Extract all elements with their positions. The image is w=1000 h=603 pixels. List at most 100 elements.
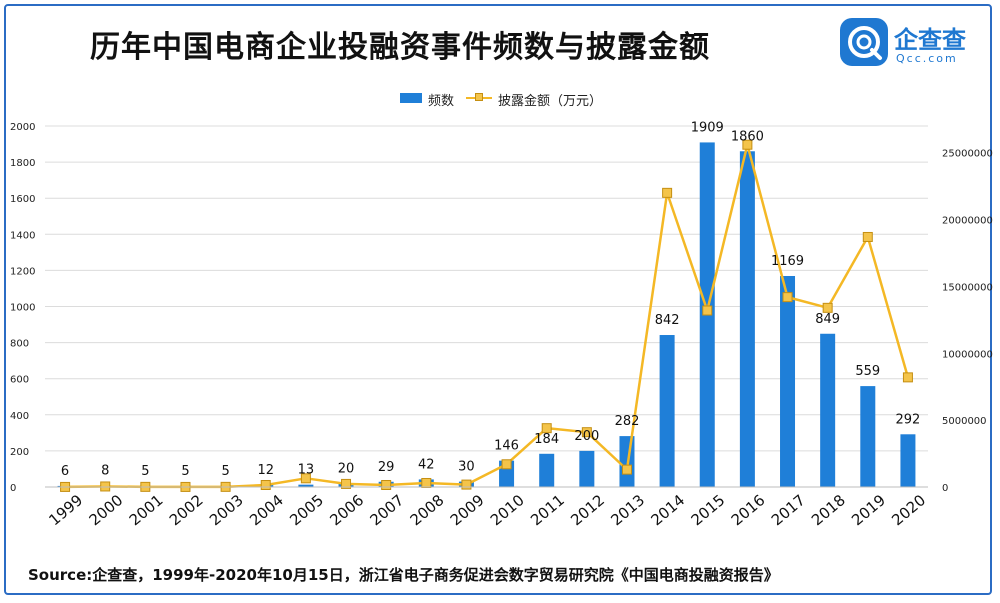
grid-layer (45, 125, 928, 488)
amount-marker (621, 464, 632, 475)
bar-data-label: 5 (141, 464, 149, 479)
x-tick-label: 2020 (888, 491, 929, 529)
bar (298, 484, 314, 487)
amount-marker (341, 478, 352, 489)
x-tick-label: 2008 (407, 491, 448, 529)
y-left-tick-label: 1000 (10, 303, 35, 314)
chart-frame (4, 4, 992, 595)
bar-data-label: 842 (655, 313, 680, 328)
bar-data-label: 1909 (691, 120, 724, 135)
bar-layer (57, 142, 916, 487)
x-tick-label: 2013 (607, 491, 648, 529)
legend-line-label: 披露金额（万元） (498, 94, 603, 109)
x-tick-label: 1999 (45, 491, 86, 529)
x-tick-label: 2019 (848, 491, 889, 529)
bar (659, 335, 675, 487)
amount-marker (461, 479, 472, 490)
bar-data-label: 5 (221, 464, 229, 479)
bar (860, 386, 876, 487)
x-tick-label: 2016 (728, 491, 769, 529)
y-left-tick-label: 1800 (10, 158, 35, 169)
x-tick-label: 2004 (246, 491, 287, 529)
y-left-tick-label: 800 (10, 339, 29, 350)
bar (780, 275, 796, 487)
x-tick-label: 2017 (768, 491, 809, 529)
amount-marker (581, 427, 592, 438)
logo-domain: Qcc.com (896, 52, 958, 65)
brand-logo: 企查查 Qcc.com (838, 16, 988, 72)
y-left-tick-label: 200 (10, 447, 29, 458)
y-left-tick-label: 1200 (10, 266, 35, 277)
bar-data-label: 29 (378, 460, 395, 475)
bar (900, 434, 916, 487)
x-tick-label: 2011 (527, 491, 568, 529)
amount-marker (782, 292, 793, 303)
bar (579, 450, 595, 487)
x-tick-label: 2009 (447, 491, 488, 529)
x-tick-label: 2000 (86, 491, 127, 529)
amount-marker (100, 481, 111, 492)
bar-data-label: 146 (494, 439, 519, 454)
amount-marker (260, 479, 271, 490)
x-tick-label: 2012 (567, 491, 608, 529)
amount-marker (702, 305, 713, 316)
amount-marker (902, 372, 913, 383)
x-tick-label: 2007 (367, 491, 408, 529)
amount-marker (381, 479, 392, 490)
x-tick-label: 2005 (286, 491, 327, 529)
legend-bar-label: 频数 (428, 94, 455, 109)
bar-data-label: 6 (61, 464, 69, 479)
y-left-tick-label: 2000 (10, 122, 35, 133)
amount-marker (862, 231, 873, 242)
amount-marker (421, 477, 432, 488)
bar-data-label: 292 (896, 412, 921, 427)
y-right-tick-label: 25000000 (942, 149, 993, 160)
bar-data-label: 1169 (771, 254, 804, 269)
chart-title: 历年中国电商企业投融资事件频数与披露金额 (90, 30, 710, 65)
y-left-tick-label: 1400 (10, 230, 35, 241)
amount-marker (541, 423, 552, 434)
amount-marker (501, 459, 512, 470)
bar-data-label: 200 (574, 429, 599, 444)
bar-data-label: 13 (298, 463, 315, 478)
bar-data-label: 42 (418, 457, 435, 472)
x-tick-label: 2002 (166, 491, 207, 529)
y-right-tick-label: 20000000 (942, 216, 993, 227)
x-tick-label: 2006 (326, 491, 367, 529)
y-left-tick-label: 400 (10, 411, 29, 422)
qcc-logo-icon (840, 18, 888, 66)
bar-data-label: 559 (855, 364, 880, 379)
x-tick-label: 2003 (206, 491, 247, 529)
label-layer: 6 8 5 5 5 12 13 20 29 42 30 146 184 200 282 842 1909 1860… (61, 120, 920, 479)
bar (539, 453, 555, 487)
y-right-tick-label: 0 (942, 483, 948, 494)
x-tick-label: 2001 (126, 491, 167, 529)
y-left-tick-label: 1600 (10, 194, 35, 205)
x-tick-label: 2015 (688, 491, 729, 529)
bar-data-label: 5 (181, 464, 189, 479)
bar-data-label: 20 (338, 461, 355, 476)
bar-data-label: 8 (101, 464, 109, 479)
amount-marker (300, 473, 311, 484)
y-right-tick-label: 15000000 (942, 282, 993, 293)
y-right-tick-label: 10000000 (942, 349, 993, 360)
x-tick-label: 2018 (808, 491, 849, 529)
source-note: Source:企查查，1999年-2020年10月15日，浙江省电子商务促进会数… (28, 566, 779, 584)
bar-data-label: 184 (534, 432, 559, 447)
bar-data-label: 30 (458, 460, 475, 475)
bar (820, 333, 836, 487)
bar (739, 151, 755, 487)
amount-marker (822, 302, 833, 313)
x-tick-label: 2014 (647, 491, 688, 529)
combo-chart: 6 8 5 5 5 12 13 20 29 42 30 146 184 200 282 842 1909 1860… (10, 120, 993, 529)
legend-marker-swatch (475, 93, 483, 101)
x-tick-label: 2010 (487, 491, 528, 529)
bar-data-label: 12 (257, 463, 274, 478)
bar-data-label: 1860 (731, 129, 764, 144)
bar-data-label: 849 (815, 312, 840, 327)
y-right-tick-label: 5000000 (942, 416, 987, 427)
legend-bar-swatch (400, 93, 422, 103)
logo-name: 企查查 (894, 26, 966, 54)
y-left-tick-label: 600 (10, 375, 29, 386)
amount-marker (742, 139, 753, 150)
